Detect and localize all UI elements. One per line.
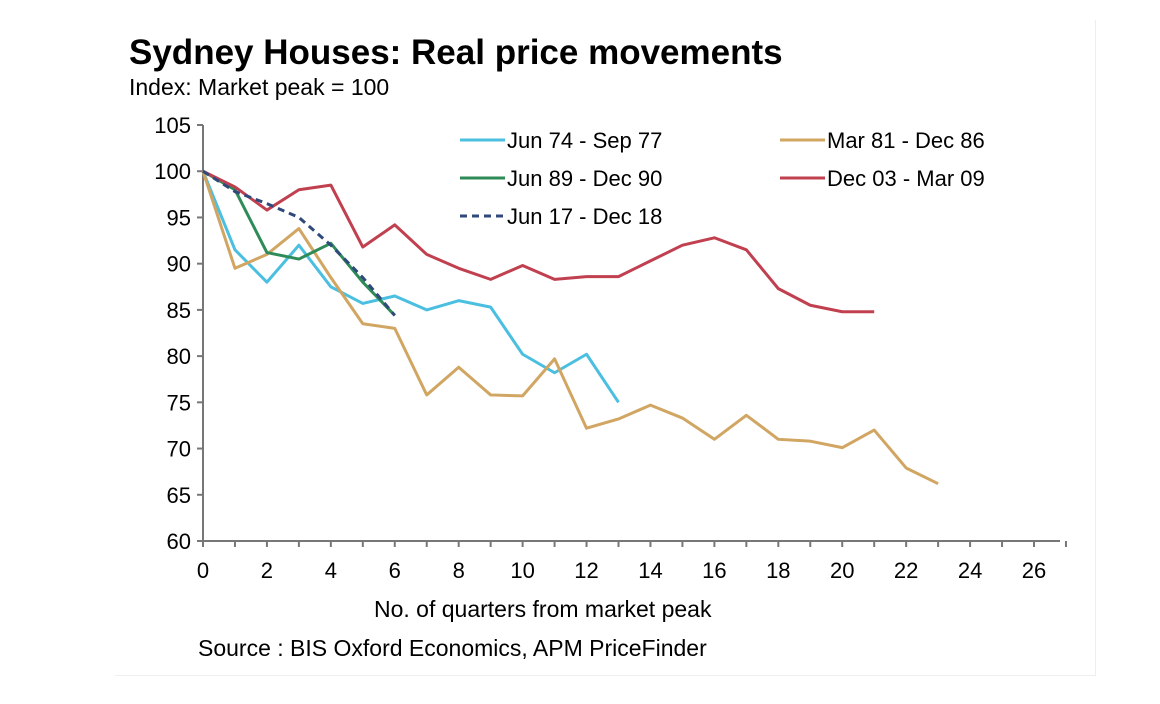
x-tick-label: 10 xyxy=(510,558,534,583)
x-tick-label: 18 xyxy=(766,558,790,583)
x-tick-label: 16 xyxy=(702,558,726,583)
y-tick-label: 90 xyxy=(167,252,191,277)
source-note: Source : BIS Oxford Economics, APM Price… xyxy=(198,635,707,661)
chart-subtitle: Index: Market peak = 100 xyxy=(129,74,389,100)
y-tick-label: 70 xyxy=(167,437,191,462)
series-line-jun-89---dec-90 xyxy=(202,169,396,317)
x-tick-label: 12 xyxy=(574,558,598,583)
y-tick-label: 65 xyxy=(167,483,191,508)
legend-label: Jun 17 - Dec 18 xyxy=(507,204,662,229)
series-line-dec-03---mar-09 xyxy=(202,169,875,314)
x-tick-label: 8 xyxy=(453,558,465,583)
y-tick-label: 105 xyxy=(154,113,191,138)
y-tick-label: 95 xyxy=(167,205,191,230)
y-tick-label: 75 xyxy=(167,390,191,415)
x-tick-label: 0 xyxy=(197,558,209,583)
x-tick-label: 24 xyxy=(958,558,982,583)
x-tick-label: 14 xyxy=(638,558,662,583)
x-tick-label: 26 xyxy=(1022,558,1046,583)
legend-label: Dec 03 - Mar 09 xyxy=(827,166,985,191)
y-tick-label: 100 xyxy=(154,159,191,184)
line-chart: Sydney Houses: Real price movements Inde… xyxy=(129,33,1067,661)
x-axis-label: No. of quarters from market peak xyxy=(374,596,712,622)
chart-title: Sydney Houses: Real price movements xyxy=(129,33,783,72)
series-line-jun-74---sep-77 xyxy=(201,170,620,404)
y-tick-label: 85 xyxy=(167,298,191,323)
chart-container: Sydney Houses: Real price movements Inde… xyxy=(115,20,1096,676)
x-tick-label: 2 xyxy=(261,558,273,583)
series-line-mar-81---dec-86 xyxy=(201,170,939,486)
legend-label: Jun 89 - Dec 90 xyxy=(507,166,662,191)
legend-label: Mar 81 - Dec 86 xyxy=(827,128,985,153)
y-tick-label: 80 xyxy=(167,344,191,369)
x-tick-label: 22 xyxy=(894,558,918,583)
y-tick-label: 60 xyxy=(167,529,191,554)
series-line-jun-17---dec-18 xyxy=(202,169,396,317)
legend-label: Jun 74 - Sep 77 xyxy=(507,128,662,153)
x-tick-label: 6 xyxy=(389,558,401,583)
x-tick-label: 20 xyxy=(830,558,854,583)
x-tick-label: 4 xyxy=(325,558,337,583)
